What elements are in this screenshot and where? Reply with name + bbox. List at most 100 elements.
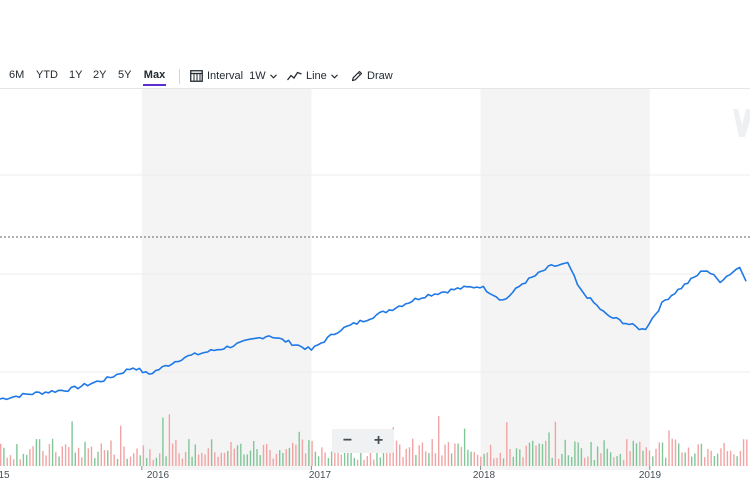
year-shade-band bbox=[141, 89, 312, 470]
volume-bar bbox=[412, 438, 414, 466]
range-5y-label: 5Y bbox=[118, 69, 132, 81]
volume-bar bbox=[525, 445, 527, 466]
volume-bar bbox=[476, 454, 479, 466]
volume-bar bbox=[230, 442, 232, 466]
volume-bar bbox=[103, 450, 106, 466]
volume-bar bbox=[567, 455, 570, 466]
x-tick-label: 2019 bbox=[638, 470, 662, 481]
chart-type-label: Line bbox=[306, 70, 327, 82]
volume-bar bbox=[330, 451, 333, 466]
volume-bar bbox=[606, 448, 608, 466]
volume-bar bbox=[405, 448, 407, 466]
volume-bar bbox=[580, 448, 583, 466]
volume-bar bbox=[713, 456, 716, 466]
range-max-button[interactable]: Max bbox=[143, 68, 166, 86]
range-5y-button[interactable]: 5Y bbox=[118, 68, 131, 86]
volume-bar bbox=[304, 453, 307, 466]
volume-bar bbox=[538, 443, 540, 466]
volume-bar bbox=[635, 443, 638, 466]
volume-bar bbox=[194, 444, 196, 466]
volume-bar bbox=[317, 456, 320, 466]
volume-bar bbox=[64, 444, 67, 466]
volume-bar bbox=[90, 446, 93, 466]
volume-bar bbox=[535, 445, 537, 466]
volume-bar bbox=[645, 447, 647, 466]
volume-bar bbox=[470, 451, 472, 466]
chevron-down-icon bbox=[269, 73, 277, 79]
range-1y-button[interactable]: 1Y bbox=[69, 68, 82, 86]
volume-bar bbox=[217, 456, 219, 466]
volume-bar bbox=[356, 459, 359, 466]
volume-bar bbox=[571, 457, 573, 466]
volume-bar bbox=[207, 448, 209, 466]
volume-bar bbox=[272, 458, 274, 466]
line-chart-icon bbox=[287, 71, 302, 81]
volume-bar bbox=[42, 450, 44, 466]
chart-type-button[interactable]: Line bbox=[287, 68, 338, 84]
volume-bar bbox=[253, 441, 255, 466]
volume-bar bbox=[321, 447, 323, 466]
volume-bar bbox=[152, 459, 154, 466]
volume-bar bbox=[48, 444, 51, 466]
draw-button[interactable]: Draw bbox=[351, 68, 393, 84]
volume-bar bbox=[665, 457, 667, 466]
volume-bar bbox=[583, 457, 586, 466]
volume-bar bbox=[94, 458, 96, 466]
volume-bar bbox=[249, 450, 252, 466]
volume-bar bbox=[262, 444, 265, 466]
volume-bar bbox=[733, 454, 735, 466]
volume-bar bbox=[38, 439, 41, 466]
volume-bar bbox=[438, 416, 440, 466]
minus-icon: − bbox=[342, 432, 353, 449]
volume-bar bbox=[639, 441, 641, 466]
range-max-label: Max bbox=[143, 69, 166, 81]
zoom-in-button[interactable]: + bbox=[363, 429, 394, 453]
stock-price-chart[interactable] bbox=[0, 89, 750, 470]
draw-label: Draw bbox=[367, 70, 393, 82]
volume-bar bbox=[142, 445, 145, 466]
volume-bar bbox=[74, 452, 76, 466]
volume-bar bbox=[324, 452, 326, 466]
volume-bar bbox=[269, 450, 271, 466]
range-6m-button[interactable]: 6M bbox=[9, 68, 24, 86]
volume-bar bbox=[613, 457, 615, 466]
price-series-line[interactable] bbox=[0, 261, 747, 401]
volume-bar bbox=[178, 453, 180, 466]
range-2y-button[interactable]: 2Y bbox=[93, 68, 106, 86]
range-2y-label: 2Y bbox=[93, 69, 107, 81]
volume-bar bbox=[366, 456, 368, 466]
volume-bar bbox=[6, 457, 8, 466]
volume-bar bbox=[545, 440, 547, 466]
volume-bar bbox=[528, 442, 531, 466]
volume-bar bbox=[496, 457, 498, 466]
volume-bar bbox=[434, 453, 437, 466]
volume-bar bbox=[123, 446, 125, 466]
volume-bar bbox=[201, 452, 203, 466]
volume-bar bbox=[26, 454, 28, 466]
toolbar-divider-line bbox=[0, 88, 750, 89]
volume-bar bbox=[360, 440, 362, 466]
volume-bar bbox=[181, 458, 184, 466]
range-ytd-button[interactable]: YTD bbox=[36, 68, 58, 86]
volume-bar bbox=[648, 450, 651, 466]
volume-bar bbox=[363, 459, 365, 466]
volume-bar bbox=[110, 440, 112, 466]
volume-bar bbox=[408, 447, 411, 466]
volume-bar bbox=[100, 443, 102, 466]
zoom-out-button[interactable]: − bbox=[332, 429, 363, 453]
volume-bar bbox=[626, 439, 628, 466]
volume-bar bbox=[499, 452, 501, 466]
volume-bar bbox=[399, 444, 401, 466]
volume-bar bbox=[279, 450, 281, 466]
volume-bar bbox=[133, 453, 135, 466]
x-tick-label: 2017 bbox=[308, 470, 332, 481]
volume-bar bbox=[609, 452, 612, 466]
volume-bar bbox=[522, 457, 524, 466]
x-tick-label: 2018 bbox=[472, 470, 496, 481]
volume-bar bbox=[506, 422, 508, 466]
volume-bar bbox=[629, 451, 631, 466]
volume-bar bbox=[457, 443, 459, 466]
interval-button[interactable]: Interval 1W bbox=[190, 68, 277, 84]
range-1y-label: 1Y bbox=[69, 69, 83, 81]
volume-bar bbox=[9, 455, 12, 466]
